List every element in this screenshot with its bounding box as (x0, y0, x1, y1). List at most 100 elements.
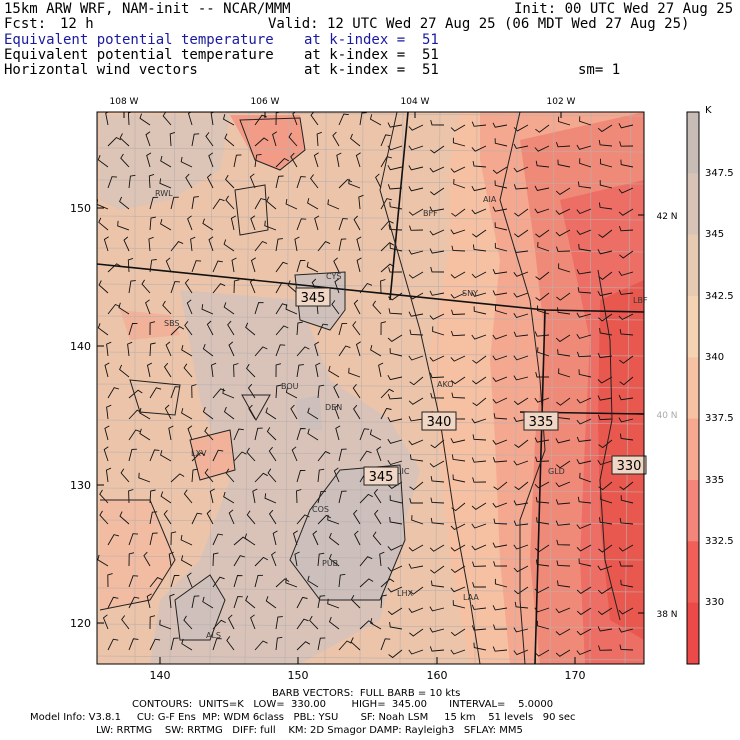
wind-barb (450, 523, 466, 531)
cbar-label-330: 330 (705, 597, 724, 608)
wind-barb (183, 489, 193, 504)
wind-barb (492, 269, 508, 275)
wind-barb (618, 607, 634, 615)
wind-barb (387, 544, 403, 551)
wind-barb (578, 558, 592, 567)
wind-barb (597, 395, 613, 401)
wind-barb (107, 303, 121, 315)
wind-barb (296, 218, 307, 231)
wind-barb (149, 321, 156, 336)
wind-barb (159, 178, 172, 189)
wind-barb (578, 243, 592, 252)
city-rwl: RWL (155, 189, 173, 198)
wind-barb (285, 199, 298, 210)
wind-barb (275, 578, 290, 588)
wind-barb (408, 397, 424, 405)
wind-barb (450, 271, 466, 279)
wind-barb (98, 217, 109, 231)
wind-barb (335, 425, 341, 441)
colorbar-unit: K (705, 105, 712, 116)
wind-barb (387, 334, 403, 342)
wind-barb (409, 498, 423, 504)
wind-barb (370, 618, 382, 630)
wind-barb (472, 161, 487, 168)
wind-barb (576, 586, 592, 594)
wind-barb (451, 245, 466, 252)
wind-barb (471, 334, 487, 340)
wind-barb (312, 530, 319, 546)
wind-barb (275, 157, 290, 168)
wind-barb (338, 490, 347, 504)
wind-barb (430, 580, 445, 588)
wind-barb (556, 539, 571, 546)
wind-barb (307, 407, 319, 420)
init-time: Init: 00 UTC Wed 27 Aug 25 (514, 1, 734, 17)
wind-barb (328, 616, 340, 630)
contour-small-2 (129, 379, 181, 416)
wind-barb (598, 439, 613, 449)
wind-barb (576, 144, 592, 150)
wind-barb (314, 215, 320, 231)
wind-barb (380, 198, 392, 210)
wind-barb (534, 145, 550, 152)
wind-barb (387, 374, 403, 381)
wind-barb (290, 404, 298, 420)
wind-barb (472, 355, 487, 364)
wind-barb (230, 215, 237, 231)
wind-barb (332, 131, 340, 147)
wind-barb (275, 175, 284, 189)
wind-barb (317, 451, 331, 462)
wind-barb (494, 578, 508, 588)
wind-barb (534, 607, 550, 613)
wind-barb (450, 628, 466, 637)
field-1-level: at k-index = 51 (304, 32, 439, 48)
wind-barb (473, 306, 487, 315)
wind-barb (534, 397, 550, 403)
wind-barb (555, 438, 571, 444)
wind-barb (201, 304, 214, 315)
wind-barb (535, 292, 550, 301)
wind-barb (450, 229, 466, 235)
wind-barb (389, 348, 403, 357)
wind-barb (180, 555, 193, 567)
wind-barb (210, 112, 215, 126)
cbar-label-340: 340 (705, 352, 724, 363)
wind-barb (387, 184, 403, 190)
wind-barb (233, 575, 243, 588)
city-lxv: LXV (191, 449, 207, 458)
wind-barb (183, 615, 193, 630)
wind-barb (597, 124, 613, 133)
wind-barb (618, 544, 634, 552)
wind-barb (162, 300, 172, 315)
wind-barb (338, 640, 352, 651)
wind-barb (103, 236, 109, 252)
city-lbf: LBF (633, 296, 648, 305)
wind-barb (353, 299, 361, 315)
wind-barb (387, 165, 403, 171)
wind-barb (471, 208, 487, 215)
field-3-level: at k-index = 51 (304, 62, 439, 78)
wind-barb (307, 198, 319, 210)
wind-barb (513, 520, 529, 526)
wind-barb (275, 325, 289, 336)
wind-barb (514, 481, 529, 491)
wind-barb (471, 185, 487, 192)
colorbar-swatch (687, 602, 699, 665)
border-co-ks (534, 309, 546, 664)
wind-barb (275, 238, 283, 252)
wind-barb (430, 497, 445, 504)
wind-barb (271, 551, 277, 567)
wind-barb (292, 112, 298, 126)
wind-barb (359, 450, 372, 462)
wind-barb (577, 181, 592, 189)
wind-barb (618, 270, 634, 276)
city-lhx: LHX (397, 589, 413, 598)
wind-barb (534, 649, 550, 657)
wind-barb (222, 114, 235, 126)
wind-barb (534, 437, 550, 443)
wind-barb (123, 236, 130, 252)
wind-barbs (97, 112, 634, 659)
wind-barb (128, 323, 138, 336)
wind-barb (233, 279, 240, 294)
wind-barb (380, 279, 386, 294)
